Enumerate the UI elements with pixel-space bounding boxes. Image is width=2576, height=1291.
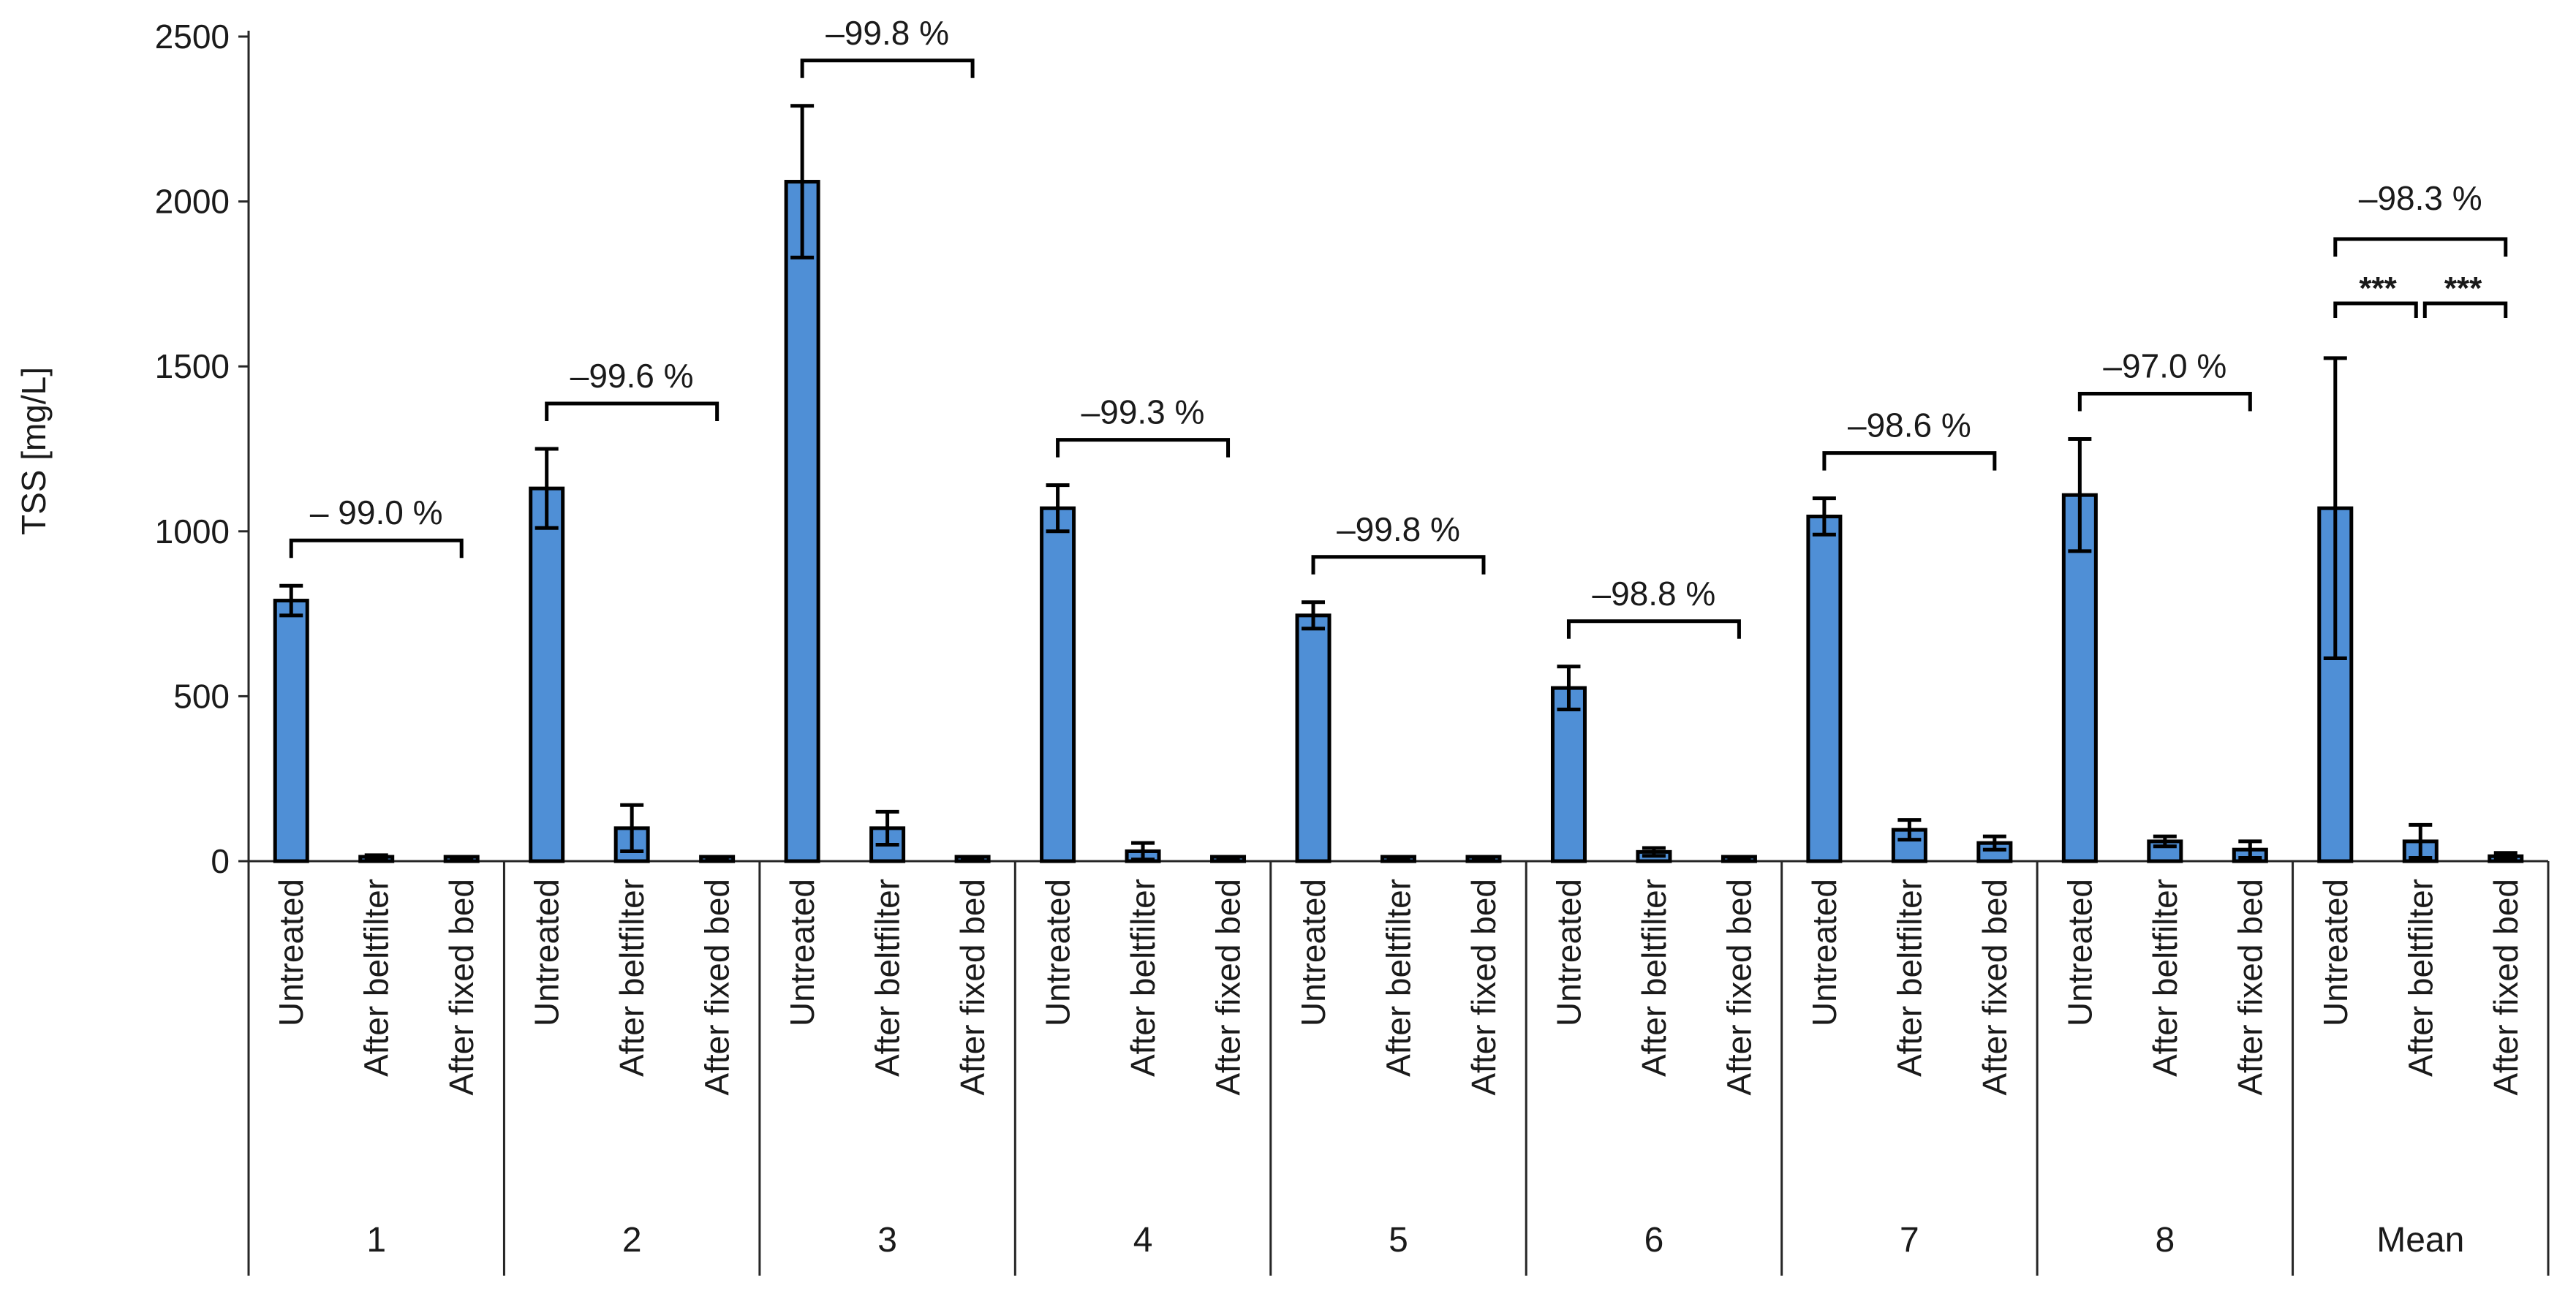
reduction-label: –98.8 % [1593, 575, 1716, 613]
reduction-label: –99.3 % [1081, 393, 1205, 431]
significance-bracket [2333, 301, 2418, 318]
category-label: After fixed bed [1720, 879, 1758, 1096]
category-label: After beltfilter [1124, 879, 1162, 1077]
reduction-label: –99.8 % [826, 14, 949, 52]
category-label: Untreated [1294, 879, 1332, 1026]
y-axis-label: TSS [mg/L] [15, 367, 53, 535]
reduction-bracket [545, 401, 719, 421]
category-label: Untreated [1549, 879, 1587, 1026]
group-label: 7 [1900, 1221, 1919, 1260]
significance-label: *** [2444, 270, 2482, 306]
category-label: After fixed bed [1209, 879, 1247, 1096]
reduction-label: –97.0 % [2103, 347, 2226, 385]
bar [273, 599, 309, 863]
reduction-label: –98.3 % [2359, 179, 2482, 217]
group-label: Mean [2376, 1221, 2464, 1260]
category-label: After beltfilter [1380, 879, 1418, 1077]
group-label: 8 [2155, 1221, 2175, 1260]
category-label: After fixed bed [953, 879, 992, 1096]
bar [1806, 514, 1843, 863]
group-label: 6 [1644, 1221, 1664, 1260]
reduction-bracket [1822, 451, 1997, 471]
reduction-bracket [1566, 619, 1741, 639]
category-label: After beltfilter [358, 879, 396, 1077]
reduction-bracket [1311, 555, 1486, 575]
y-tick-label: 1500 [155, 347, 230, 385]
group-label: 3 [877, 1221, 897, 1260]
category-label: After beltfilter [1635, 879, 1673, 1077]
category-label: After beltfilter [613, 879, 651, 1077]
y-tick-label: 1000 [155, 512, 230, 550]
category-label: After beltfilter [869, 879, 907, 1077]
y-tick-label: 2000 [155, 183, 230, 221]
category-label: After fixed bed [2487, 879, 2525, 1096]
annotations-layer: – 99.0 % –99.6 % –99.8 % –99.3 % –99.8 % –98.… [289, 14, 2508, 639]
category-label: After fixed bed [1976, 879, 2014, 1096]
category-label: Untreated [1039, 879, 1077, 1026]
y-tick-label: 2500 [155, 18, 230, 56]
bar [1295, 613, 1332, 863]
category-label: Untreated [1805, 879, 1843, 1026]
category-label: Untreated [528, 879, 566, 1026]
category-label: Untreated [2316, 879, 2354, 1026]
y-tick-label: 0 [211, 842, 230, 880]
reduction-label: – 99.0 % [310, 493, 443, 531]
category-label: After fixed bed [1465, 879, 1503, 1096]
bar [529, 486, 565, 863]
significance-label: *** [2359, 270, 2397, 306]
bar [2147, 839, 2183, 863]
category-label: Untreated [2061, 879, 2099, 1026]
reduction-bracket [1056, 438, 1231, 458]
group-label: 1 [366, 1221, 386, 1260]
bar [1976, 841, 2013, 863]
category-label: After fixed bed [698, 879, 736, 1096]
bar [1550, 686, 1587, 863]
bar [1040, 506, 1076, 863]
reduction-label: –99.6 % [570, 357, 694, 395]
bar [784, 180, 820, 863]
category-label: After beltfilter [2146, 879, 2184, 1077]
category-label: After fixed bed [442, 879, 480, 1096]
y-tick-label: 500 [173, 677, 230, 715]
group-label: 5 [1389, 1221, 1408, 1260]
reduction-bracket [289, 538, 464, 559]
category-label: After beltfilter [2401, 879, 2439, 1077]
x-axis: 1 Untreated After beltfilter After fixed be… [247, 860, 2550, 1276]
category-label: Untreated [272, 879, 310, 1026]
reduction-label: –99.8 % [1337, 510, 1460, 548]
group-label: 4 [1133, 1221, 1153, 1260]
category-label: After fixed bed [2231, 879, 2269, 1096]
category-label: Untreated [783, 879, 821, 1026]
y-axis: 0 500 1000 1500 2000 2500 [155, 18, 250, 880]
bar [2061, 493, 2098, 863]
significance-bracket [2422, 301, 2508, 318]
bars-layer [273, 104, 2524, 863]
reduction-bracket [2333, 237, 2508, 257]
reduction-bracket [800, 58, 975, 78]
reduction-bracket [2077, 391, 2252, 412]
reduction-label: –98.6 % [1848, 406, 1971, 444]
category-label: After beltfilter [1890, 879, 1928, 1077]
group-label: 2 [622, 1221, 642, 1260]
